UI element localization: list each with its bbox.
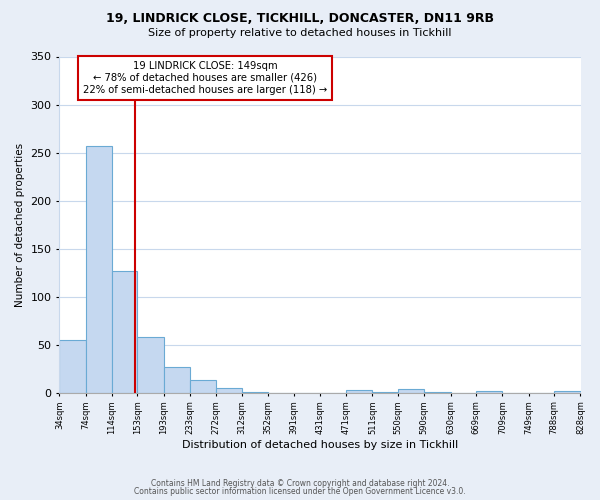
Y-axis label: Number of detached properties: Number of detached properties [15,142,25,306]
Text: Contains public sector information licensed under the Open Government Licence v3: Contains public sector information licen… [134,487,466,496]
Bar [398,389,424,393]
X-axis label: Distribution of detached houses by size in Tickhill: Distribution of detached houses by size … [182,440,458,450]
Bar [346,390,373,393]
Bar [424,392,451,393]
Bar [137,337,164,393]
Bar [59,340,86,393]
Text: 19, LINDRICK CLOSE, TICKHILL, DONCASTER, DN11 9RB: 19, LINDRICK CLOSE, TICKHILL, DONCASTER,… [106,12,494,26]
Bar [190,380,215,393]
Text: Contains HM Land Registry data © Crown copyright and database right 2024.: Contains HM Land Registry data © Crown c… [151,478,449,488]
Bar [242,392,268,393]
Text: Size of property relative to detached houses in Tickhill: Size of property relative to detached ho… [148,28,452,38]
Bar [373,392,398,393]
Bar [554,391,581,393]
Bar [112,271,137,393]
Text: 19 LINDRICK CLOSE: 149sqm
← 78% of detached houses are smaller (426)
22% of semi: 19 LINDRICK CLOSE: 149sqm ← 78% of detac… [83,62,328,94]
Bar [476,391,502,393]
Bar [86,146,112,393]
Bar [215,388,242,393]
Bar [164,367,190,393]
